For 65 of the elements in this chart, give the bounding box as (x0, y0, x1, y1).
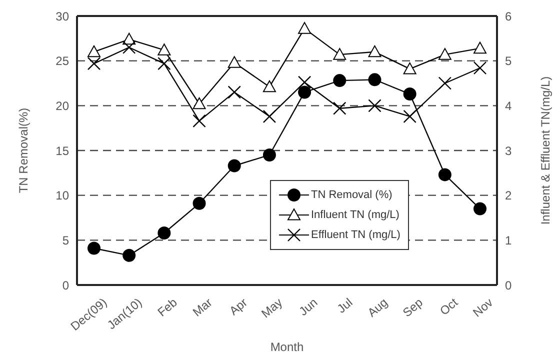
point (368, 45, 382, 58)
point (122, 248, 136, 262)
y2-tick-label: 3 (505, 144, 512, 158)
x-tick-label: Apr (226, 295, 250, 318)
point (368, 99, 382, 112)
y-tick-label: 25 (56, 54, 70, 68)
point (403, 110, 416, 124)
point (262, 80, 276, 92)
x-axis-title: Month (270, 340, 304, 354)
point (438, 168, 452, 182)
y2-tick-label: 1 (505, 233, 512, 248)
point (474, 202, 486, 216)
point (192, 114, 206, 128)
point (298, 22, 312, 34)
y-tick-label: 5 (62, 233, 70, 248)
point (228, 86, 241, 99)
x-tick-label: Mar (190, 295, 215, 320)
y2-axis-title: Influent & Effluent TN(mg/L) (538, 76, 552, 225)
point (474, 42, 486, 54)
point (403, 88, 416, 101)
legend-label: TN Removal (%) (311, 189, 392, 201)
point (228, 56, 241, 68)
point (298, 76, 312, 89)
x-tick-label: Nov (470, 295, 496, 320)
point (87, 56, 101, 70)
point (333, 102, 346, 115)
y-tick-label: 0 (62, 278, 70, 292)
y2-tick-label: 5 (505, 54, 512, 68)
y-tick-label: 20 (56, 98, 70, 113)
point (192, 97, 206, 110)
point (158, 44, 171, 56)
point (333, 48, 346, 60)
y2-tick-label: 6 (505, 9, 512, 24)
x-tick-label: Sep (400, 295, 426, 320)
x-tick-label: Jul (334, 295, 356, 316)
point (298, 86, 312, 99)
point (262, 110, 276, 124)
y-tick-label: 15 (56, 144, 70, 158)
point (333, 74, 346, 88)
point (158, 56, 171, 70)
point (438, 76, 452, 90)
x-tick-label: Feb (154, 295, 180, 320)
y2-tick-label: 2 (505, 188, 512, 203)
point (122, 40, 136, 54)
y-tick-label: 10 (56, 188, 70, 203)
y2-tick-label: 4 (505, 98, 512, 113)
point (88, 45, 100, 58)
y-tick-label: 30 (56, 9, 70, 24)
legend-label: Effluent TN (mg/L) (311, 229, 400, 241)
point (192, 196, 206, 210)
point (262, 148, 276, 162)
x-tick-label: Aug (364, 295, 390, 320)
y-axis-title: TN Removal(%) (16, 108, 30, 194)
point (368, 73, 382, 86)
point (438, 48, 452, 60)
point (473, 61, 487, 75)
legend-label: Influent TN (mg/L) (311, 209, 400, 221)
point (158, 226, 171, 240)
point (228, 159, 241, 172)
x-tick-label: Oct (437, 294, 461, 318)
point (403, 62, 416, 74)
x-tick-label: May (258, 295, 286, 321)
x-tick-label: Jun (296, 295, 320, 318)
point (88, 242, 100, 255)
y2-tick-label: 0 (505, 278, 512, 292)
